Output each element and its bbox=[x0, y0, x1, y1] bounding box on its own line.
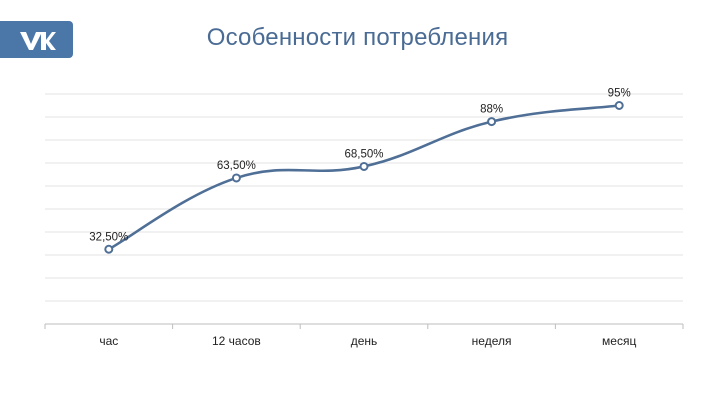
x-tick-label: месяц bbox=[602, 334, 636, 348]
data-label: 95% bbox=[608, 88, 631, 100]
series-line bbox=[107, 104, 621, 251]
data-point bbox=[487, 117, 497, 127]
data-point bbox=[614, 101, 624, 110]
data-point bbox=[359, 161, 369, 171]
gridlines bbox=[45, 93, 683, 302]
data-label: 63,50% bbox=[217, 160, 256, 172]
vk-logo-icon bbox=[19, 31, 56, 50]
vk-logo bbox=[0, 21, 73, 58]
data-point bbox=[104, 244, 114, 254]
x-tick-label: неделя bbox=[472, 334, 512, 348]
data-point bbox=[231, 173, 241, 183]
chart-title: Особенности потребления bbox=[206, 24, 509, 51]
x-tick-label: день bbox=[351, 334, 378, 348]
data-label: 88% bbox=[480, 104, 503, 116]
x-tick-label: 12 часов bbox=[212, 334, 261, 348]
x-tick-label: час bbox=[99, 334, 118, 348]
data-label: 68,50% bbox=[344, 148, 383, 160]
data-label: 32,50% bbox=[89, 231, 128, 243]
